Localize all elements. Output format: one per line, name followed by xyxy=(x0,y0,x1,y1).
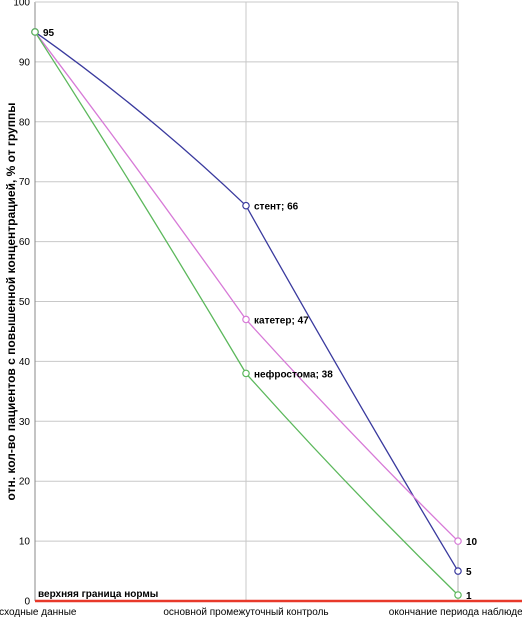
y-tick-label: 80 xyxy=(19,117,31,128)
data-label: 10 xyxy=(466,537,478,548)
y-tick-label: 90 xyxy=(19,57,31,68)
grid xyxy=(34,1,459,602)
data-label: 1 xyxy=(466,591,472,602)
x-tick-label: основной промежуточный контроль xyxy=(163,607,328,618)
data-point xyxy=(454,591,462,599)
y-axis: 0 10 20 30 40 50 60 70 80 90 100 xyxy=(13,0,30,608)
reference-line-label: верхняя граница нормы xyxy=(38,589,158,600)
data-label: нефростома; 38 xyxy=(254,368,333,380)
data-point xyxy=(242,369,250,378)
y-tick-label: 50 xyxy=(19,297,31,308)
data-point xyxy=(454,567,462,575)
x-axis: исходные данные основной промежуточный ко… xyxy=(0,606,522,618)
y-tick-label: 20 xyxy=(19,477,31,488)
data-point xyxy=(454,537,462,545)
y-axis-label: отн. кол-во пациентов с повышенной конце… xyxy=(4,103,18,501)
y-tick-label: 30 xyxy=(19,417,31,428)
y-tick-label: 100 xyxy=(13,0,30,9)
y-tick-label: 0 xyxy=(24,597,30,608)
x-tick-label: исходные данные xyxy=(0,607,77,618)
x-tick-label: окончание периода наблюдения xyxy=(389,606,522,618)
y-tick-label: 60 xyxy=(19,237,31,248)
data-label: 95 xyxy=(43,28,55,39)
y-tick-label: 70 xyxy=(19,177,31,188)
series-group xyxy=(31,28,462,599)
y-tick-label: 10 xyxy=(19,537,31,548)
series-line-1 xyxy=(34,31,459,572)
y-tick-label: 40 xyxy=(19,357,31,368)
reference-line: верхняя граница нормы xyxy=(35,589,522,603)
data-point xyxy=(242,201,250,210)
data-label: катетер; 47 xyxy=(254,315,309,326)
data-point xyxy=(242,315,250,324)
data-label: стент; 66 xyxy=(254,202,299,213)
data-label: 5 xyxy=(466,567,472,578)
series-line-3 xyxy=(34,31,459,596)
data-labels: 95 стент; 66 5 катетер; 47 10 нефростома; 38 1 xyxy=(43,28,478,602)
data-point xyxy=(31,28,39,36)
